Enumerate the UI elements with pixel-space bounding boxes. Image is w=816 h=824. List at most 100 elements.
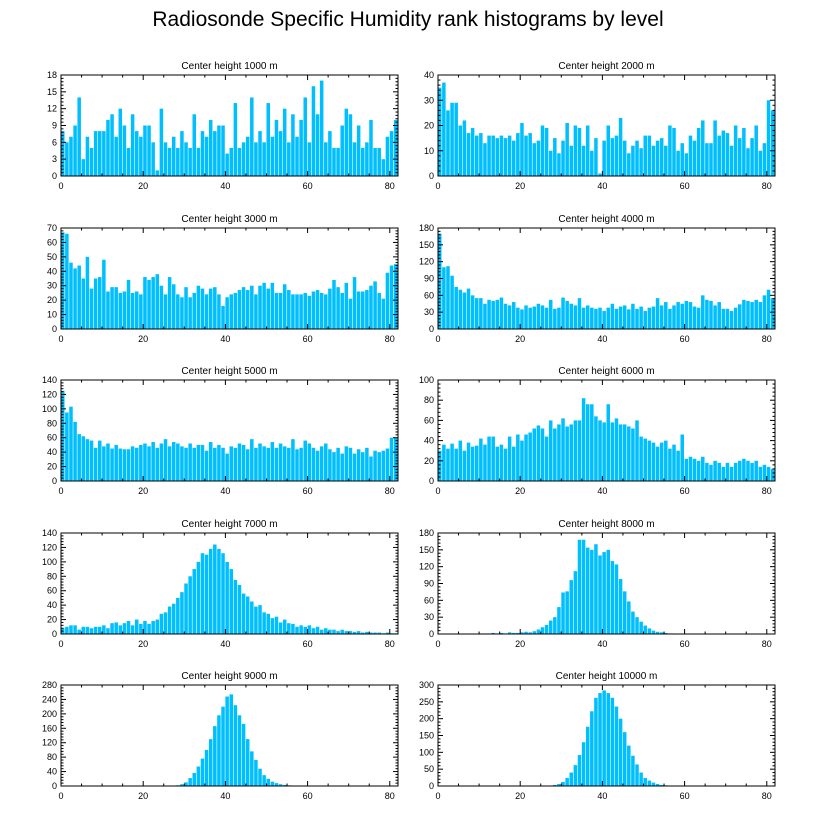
histogram-bar	[344, 108, 349, 176]
histogram-bar	[553, 308, 557, 329]
histogram-bar	[614, 308, 619, 329]
histogram-bar	[647, 307, 652, 329]
histogram-bar	[746, 460, 750, 481]
histogram-bar	[532, 631, 537, 634]
histogram-bar	[241, 593, 246, 634]
histogram-bar	[221, 447, 225, 481]
histogram-bar	[590, 150, 594, 176]
histogram-bar	[213, 726, 217, 786]
histogram-bar	[770, 468, 775, 481]
histogram-bar	[147, 623, 151, 634]
histogram-bar	[328, 131, 332, 176]
x-tick-label: 80	[385, 486, 395, 496]
y-tick-label: 80	[47, 418, 57, 428]
histogram-bar	[73, 125, 77, 176]
histogram-bar	[713, 305, 717, 329]
histogram-bar	[466, 288, 471, 329]
histogram-bar	[524, 135, 528, 176]
histogram-bar	[266, 447, 270, 481]
histogram-bar	[134, 131, 139, 176]
histogram-bar	[278, 292, 283, 329]
histogram-bar	[282, 108, 287, 176]
histogram-bar	[155, 274, 160, 329]
histogram-bar	[184, 287, 188, 329]
y-tick-label: 70	[47, 223, 57, 233]
histogram-bar	[573, 571, 578, 634]
histogram-bar	[245, 596, 250, 634]
histogram-panel-9: Center height 9000 m 0 20 40 60 80 0 40 80 120 160…	[42, 671, 399, 801]
histogram-bar	[188, 147, 192, 176]
histogram-bar	[167, 446, 172, 481]
y-tick-label: 20	[47, 615, 57, 625]
histogram-bar	[557, 307, 561, 329]
histogram-bar	[282, 619, 287, 634]
histogram-bar	[225, 696, 229, 786]
histogram-bar	[680, 434, 684, 481]
histogram-bar	[250, 97, 254, 176]
histogram-bar	[750, 302, 754, 329]
histogram-bar	[585, 305, 590, 329]
histogram-bar	[491, 300, 495, 329]
histogram-bar	[532, 306, 537, 329]
y-tick-label: 60	[424, 290, 434, 300]
histogram-bar	[606, 404, 611, 481]
histogram-bar	[147, 125, 151, 176]
histogram-bar	[606, 549, 611, 634]
y-tick-label: 20	[47, 462, 57, 472]
histogram-bar	[717, 302, 721, 329]
histogram-bar	[721, 130, 726, 176]
histogram-bar	[167, 606, 172, 634]
histogram-bar	[303, 97, 307, 176]
histogram-bar	[532, 143, 537, 177]
histogram-bar	[274, 783, 279, 786]
histogram-bar	[631, 303, 635, 329]
histogram-bar	[581, 539, 586, 634]
histogram-bar	[336, 631, 340, 634]
histogram-bar	[151, 142, 155, 176]
histogram-bar	[639, 621, 643, 634]
histogram-bar	[606, 125, 611, 176]
histogram-bar	[503, 448, 508, 481]
histogram-bar	[97, 440, 102, 481]
histogram-bar	[491, 632, 495, 634]
histogram-bar	[311, 86, 316, 176]
histogram-bar	[65, 412, 69, 481]
histogram-bar	[180, 297, 184, 329]
histogram-bar	[622, 424, 627, 481]
histogram-bar	[311, 291, 316, 329]
x-tick-label: 20	[138, 791, 148, 801]
x-tick-label: 0	[435, 181, 440, 191]
histogram-bar	[709, 300, 713, 329]
histogram-bar	[225, 153, 229, 176]
histogram-bar	[241, 444, 246, 481]
histogram-bar	[594, 544, 598, 634]
histogram-bar	[701, 295, 705, 329]
histogram-bar	[291, 294, 295, 329]
histogram-bar	[180, 784, 184, 786]
histogram-bar	[466, 133, 471, 176]
histogram-bar	[155, 619, 160, 634]
histogram-bar	[171, 136, 176, 176]
y-tick-label: 15	[47, 87, 57, 97]
x-tick-label: 40	[597, 334, 607, 344]
histogram-bar	[184, 782, 188, 786]
histogram-bar	[114, 444, 118, 481]
histogram-bar	[180, 446, 184, 481]
histogram-bar	[130, 625, 135, 634]
histogram-bar	[717, 135, 721, 176]
histogram-bar	[762, 143, 767, 177]
histogram-bar	[307, 295, 312, 329]
x-tick-label: 40	[597, 181, 607, 191]
histogram-bar	[729, 145, 734, 176]
histogram-bar	[192, 773, 197, 786]
histogram-bar	[229, 446, 234, 481]
histogram-bar	[332, 629, 336, 634]
histogram-bar	[77, 434, 81, 481]
histogram-bar	[381, 298, 386, 329]
histogram-bar	[282, 446, 287, 481]
histogram-bar	[208, 119, 213, 176]
histogram-bar	[241, 723, 246, 786]
y-tick-label: 40	[47, 447, 57, 457]
histogram-bar	[565, 122, 569, 176]
histogram-bar	[561, 297, 565, 329]
